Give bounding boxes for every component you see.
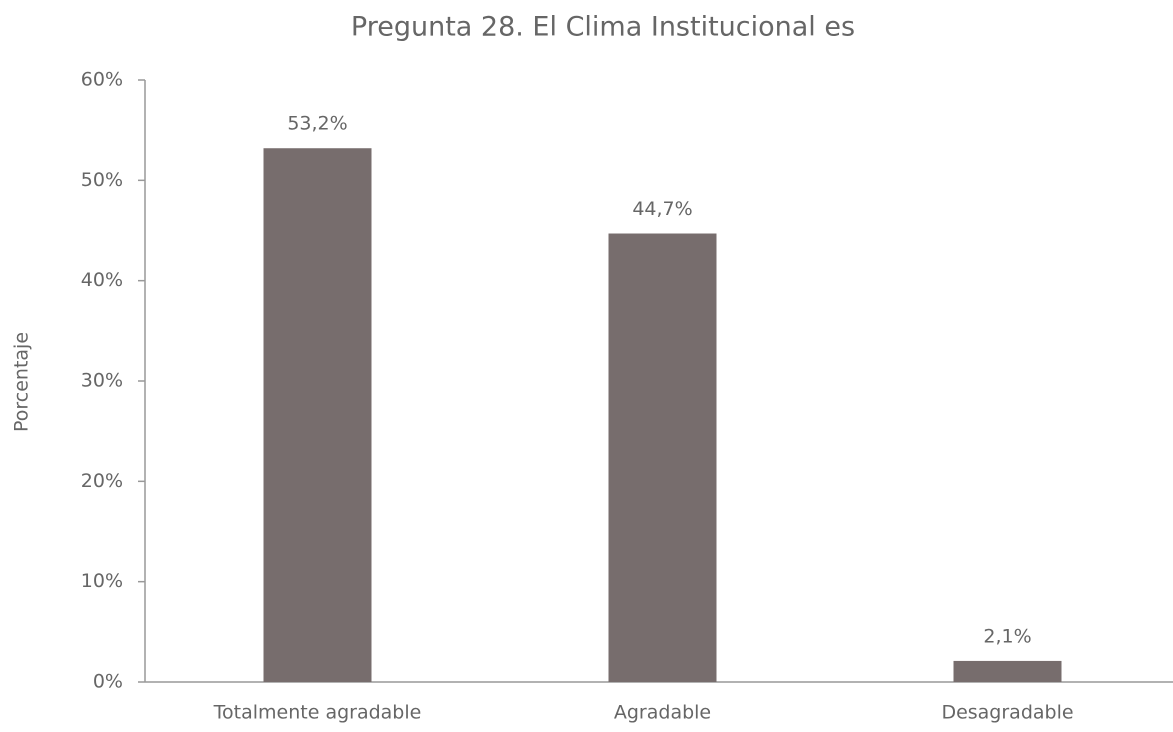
- data-label: 53,2%: [287, 113, 347, 135]
- y-tick-label: 0%: [93, 671, 123, 693]
- x-tick-label: Agradable: [614, 702, 711, 724]
- bar: [953, 660, 1062, 682]
- y-tick-label: 50%: [81, 169, 123, 191]
- data-label: 44,7%: [632, 198, 692, 220]
- chart-title: Pregunta 28. El Clima Institucional es: [351, 12, 855, 43]
- bar: [608, 233, 717, 682]
- data-label: 2,1%: [983, 625, 1031, 647]
- y-tick-label: 60%: [81, 69, 123, 91]
- y-axis-label: Porcentaje: [11, 332, 33, 432]
- y-tick-label: 20%: [81, 470, 123, 492]
- y-tick-label: 10%: [81, 570, 123, 592]
- x-tick-label: Desagradable: [941, 702, 1073, 724]
- y-tick-label: 30%: [81, 370, 123, 392]
- y-tick-label: 40%: [81, 269, 123, 291]
- bar: [263, 148, 372, 682]
- x-tick-label: Totalmente agradable: [213, 702, 422, 724]
